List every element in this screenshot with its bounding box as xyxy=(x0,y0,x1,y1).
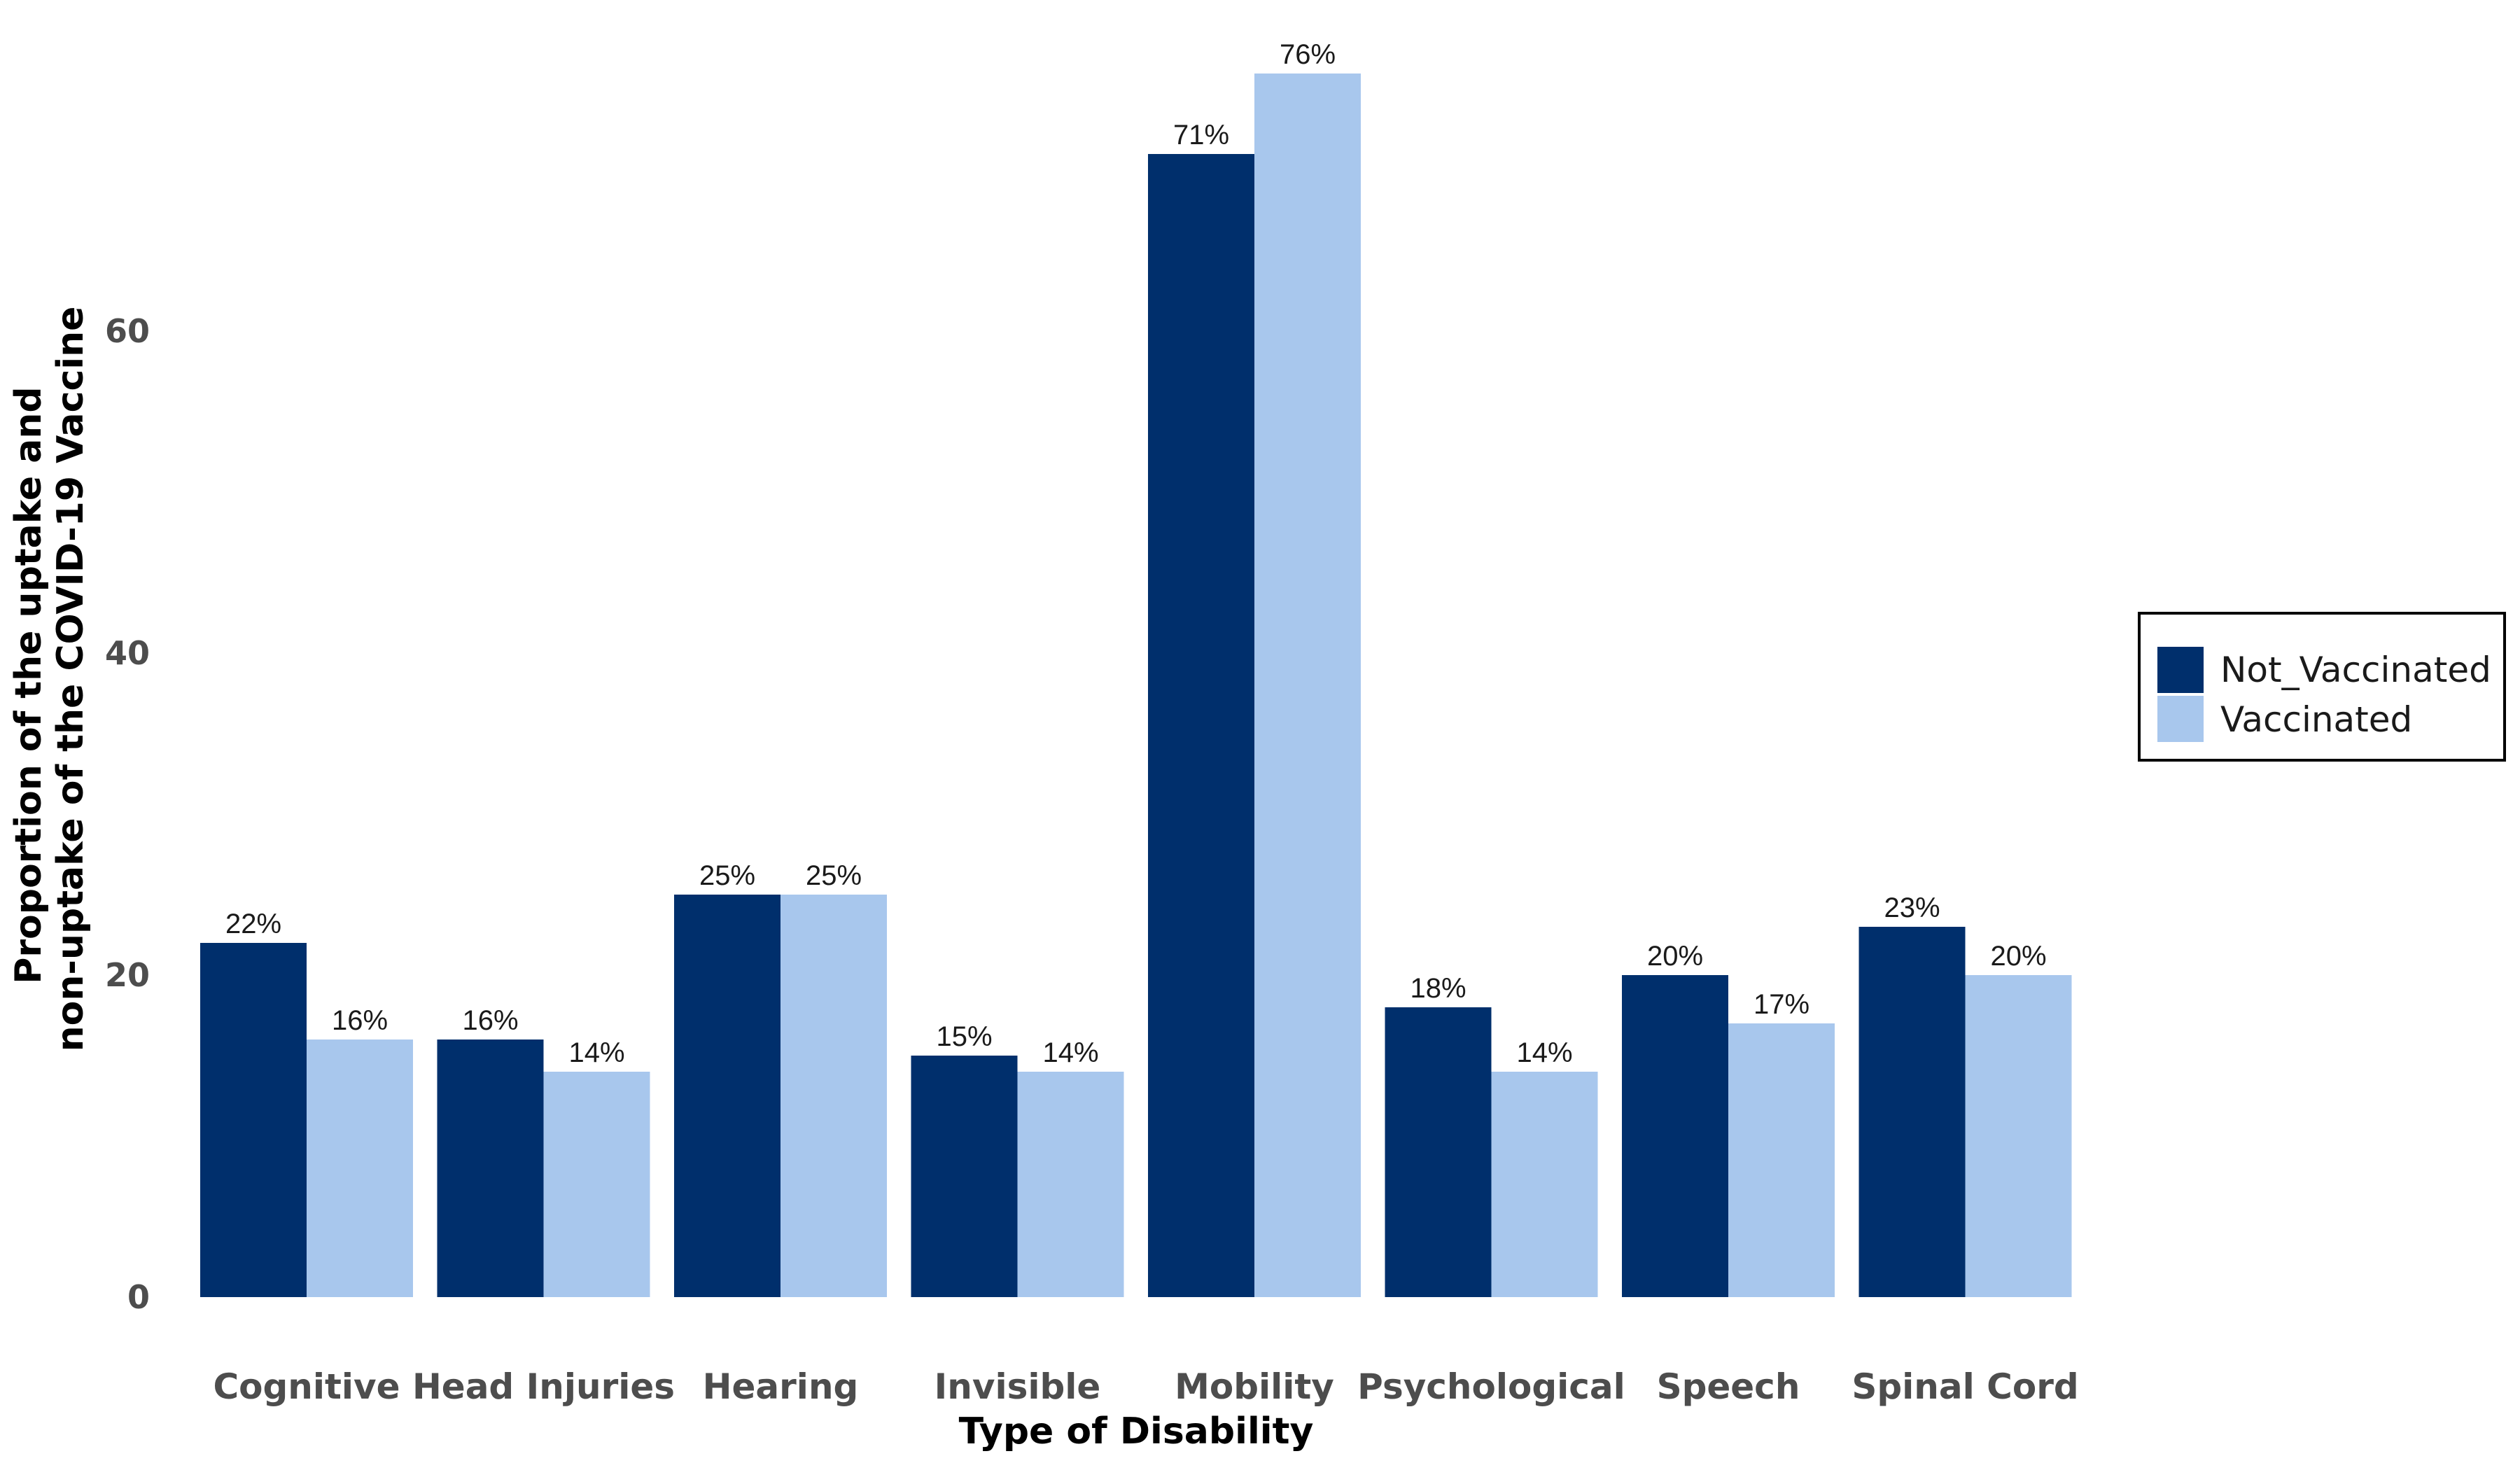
x-axis-ticks: Cognitive Head Injuries Hearing Invisible Mo… xyxy=(213,1366,2078,1407)
x-tick-label-mobility: Mobility xyxy=(1175,1366,1334,1407)
bar-label-not-vaccinated-cognitive: 22% xyxy=(225,909,281,939)
x-tick-label-spinal-cord: Spinal Cord xyxy=(1851,1366,2078,1407)
bar-label-vaccinated-spinal-cord: 20% xyxy=(1990,941,2046,972)
bar-vaccinated-psychological xyxy=(1491,1072,1598,1297)
bar-label-vaccinated-mobility: 76% xyxy=(1280,39,1336,70)
bar-label-not-vaccinated-hearing: 25% xyxy=(699,860,755,891)
y-axis-title: Proportion of the uptake and non-uptake … xyxy=(8,307,92,1052)
y-axis-title-line-1: Proportion of the uptake and xyxy=(8,386,50,983)
legend-label-not-vaccinated: Not_Vaccinated xyxy=(2220,650,2491,690)
legend: Not_Vaccinated Vaccinated xyxy=(2138,612,2506,762)
x-tick-label-speech: Speech xyxy=(1657,1366,1800,1407)
bar-label-vaccinated-hearing: 25% xyxy=(806,860,862,891)
x-tick-label-psychological: Psychological xyxy=(1357,1366,1625,1407)
y-axis-ticks: 0 20 40 60 xyxy=(105,312,150,1316)
y-tick-label-60: 60 xyxy=(105,312,150,350)
bar-vaccinated-head-injuries xyxy=(543,1072,650,1297)
bar-vaccinated-speech xyxy=(1728,1023,1835,1297)
x-tick-label-invisible: Invisible xyxy=(934,1366,1101,1407)
bar-label-not-vaccinated-invisible: 15% xyxy=(936,1021,992,1052)
bar-not-vaccinated-speech xyxy=(1622,975,1728,1297)
bar-label-not-vaccinated-psychological: 18% xyxy=(1410,973,1466,1004)
y-tick-label-0: 0 xyxy=(127,1278,150,1316)
x-tick-label-cognitive: Cognitive xyxy=(213,1366,400,1407)
bar-vaccinated-hearing xyxy=(780,895,887,1297)
bar-label-vaccinated-psychological: 14% xyxy=(1516,1037,1572,1068)
bar-label-vaccinated-speech: 17% xyxy=(1754,989,1809,1020)
bar-label-not-vaccinated-mobility: 71% xyxy=(1173,120,1229,150)
bar-not-vaccinated-head-injuries xyxy=(437,1040,544,1297)
bar-not-vaccinated-invisible xyxy=(911,1056,1018,1297)
bar-label-vaccinated-invisible: 14% xyxy=(1042,1037,1098,1068)
bar-label-vaccinated-cognitive: 16% xyxy=(332,1005,388,1036)
bar-label-vaccinated-head-injuries: 14% xyxy=(568,1037,624,1068)
bar-not-vaccinated-psychological xyxy=(1385,1007,1492,1297)
bar-not-vaccinated-cognitive xyxy=(200,943,307,1297)
x-tick-label-head-injuries: Head Injuries xyxy=(412,1366,675,1407)
legend-label-vaccinated: Vaccinated xyxy=(2220,699,2412,740)
bar-vaccinated-spinal-cord xyxy=(1965,975,2072,1297)
bars xyxy=(200,74,2072,1297)
bar-labels: 22% 16% 25% 15% 71% 18% 20% 23% 16% 14% 25% 14% 76% 1… xyxy=(225,39,2047,1068)
bar-not-vaccinated-mobility xyxy=(1148,154,1254,1297)
x-axis-title: Type of Disability xyxy=(959,1410,1314,1452)
bar-not-vaccinated-hearing xyxy=(674,895,780,1297)
bar-vaccinated-cognitive xyxy=(307,1040,413,1297)
legend-swatch-not-vaccinated xyxy=(2157,647,2204,693)
bar-vaccinated-invisible xyxy=(1017,1072,1124,1297)
bar-label-not-vaccinated-head-injuries: 16% xyxy=(462,1005,518,1036)
x-tick-label-hearing: Hearing xyxy=(703,1366,859,1407)
bar-label-not-vaccinated-speech: 20% xyxy=(1647,941,1703,972)
bar-vaccinated-mobility xyxy=(1254,74,1361,1297)
legend-swatch-vaccinated xyxy=(2157,696,2204,742)
y-axis-title-line-2: non-uptake of the COVID-19 Vaccine xyxy=(50,307,92,1052)
bar-label-not-vaccinated-spinal-cord: 23% xyxy=(1884,892,1940,923)
y-tick-label-40: 40 xyxy=(105,634,150,672)
y-tick-label-20: 20 xyxy=(105,956,150,994)
bar-not-vaccinated-spinal-cord xyxy=(1858,927,1966,1297)
